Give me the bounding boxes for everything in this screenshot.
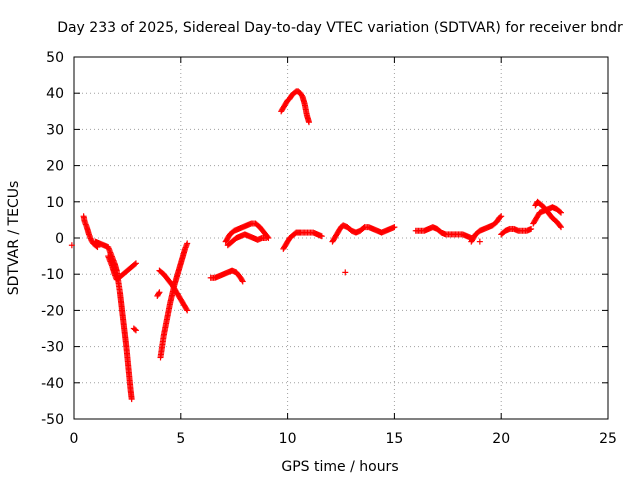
y-tick-label: -10	[41, 267, 64, 283]
x-tick-label: 5	[176, 431, 185, 447]
data-point	[264, 233, 271, 240]
y-tick-label: 50	[46, 50, 64, 66]
x-tick-label: 10	[279, 431, 297, 447]
data-point	[528, 225, 535, 232]
y-tick-label: -30	[41, 340, 64, 356]
y-tick-label: -20	[41, 303, 64, 319]
x-axis-label: GPS time / hours	[281, 459, 398, 475]
data-point	[156, 289, 163, 296]
data-point	[305, 119, 312, 126]
data-point	[318, 233, 325, 240]
data-point	[557, 223, 564, 230]
tick-labels: 0 5 10 15 20 25 -50 -40 -30 -20 -10 0 10 20 30 40 50	[41, 50, 617, 447]
data-point	[131, 326, 138, 333]
y-axis-label: SDTVAR / TECUs	[6, 181, 22, 296]
data-point	[239, 277, 246, 284]
x-tick-label: 0	[70, 431, 79, 447]
grid	[74, 57, 608, 419]
data-point	[391, 224, 398, 231]
y-tick-label: 10	[46, 195, 64, 211]
data-points	[68, 88, 565, 403]
y-tick-label: 40	[46, 86, 64, 102]
y-tick-label: -40	[41, 376, 64, 392]
chart-title: Day 233 of 2025, Sidereal Day-to-day VTE…	[57, 20, 623, 36]
y-tick-label: 20	[46, 159, 64, 175]
data-point	[239, 278, 246, 285]
y-tick-label: -50	[41, 412, 64, 428]
data-point	[558, 209, 565, 216]
data-point	[498, 213, 505, 220]
data-point	[68, 242, 75, 249]
data-point	[342, 269, 349, 276]
x-tick-label: 20	[492, 431, 510, 447]
data-point	[184, 307, 191, 314]
y-tick-label: 0	[55, 231, 64, 247]
data-point	[128, 396, 135, 403]
data-point	[132, 327, 139, 334]
data-point	[131, 261, 138, 268]
data-point	[132, 260, 139, 267]
data-point	[556, 208, 563, 215]
data-point	[497, 214, 504, 221]
data-point	[558, 224, 565, 231]
x-tick-label: 15	[385, 431, 403, 447]
axis-ticks	[73, 56, 609, 420]
data-point	[263, 235, 270, 241]
y-tick-label: 30	[46, 122, 64, 138]
data-point	[184, 240, 191, 247]
data-point	[183, 306, 190, 313]
x-tick-label: 25	[599, 431, 617, 447]
data-point	[476, 238, 483, 245]
data-point	[155, 290, 162, 297]
